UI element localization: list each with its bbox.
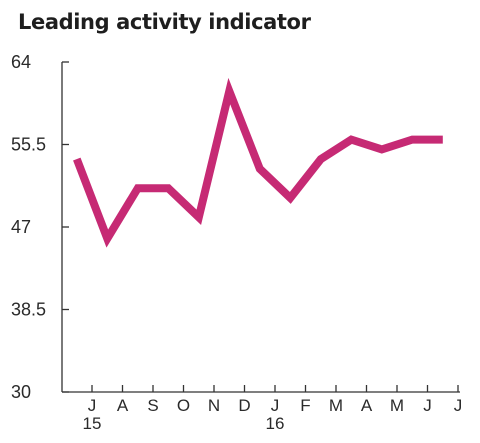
- x-tick-label: M: [329, 396, 343, 415]
- y-tick-label: 30: [11, 382, 31, 402]
- x-tick-label: J: [88, 396, 97, 415]
- chart-title: Leading activity indicator: [18, 10, 311, 34]
- x-tick-label: S: [147, 396, 158, 415]
- x-tick-label: A: [117, 396, 129, 415]
- x-tick-label: M: [390, 396, 404, 415]
- y-tick-label: 47: [11, 217, 31, 237]
- x-tick-year-label: 16: [266, 414, 285, 433]
- y-tick-label: 55.5: [11, 135, 46, 155]
- x-tick-label: J: [271, 396, 280, 415]
- x-tick-label: F: [300, 396, 310, 415]
- y-tick-label: 64: [11, 52, 31, 72]
- x-tick-label: D: [238, 396, 250, 415]
- series-line: [73, 77, 443, 248]
- x-tick-label: J: [454, 396, 463, 415]
- y-tick-label: 38.5: [11, 300, 46, 320]
- x-tick-label: N: [208, 396, 220, 415]
- x-tick-year-label: 15: [83, 414, 102, 433]
- x-tick-label: A: [361, 396, 373, 415]
- x-tick-label: O: [177, 396, 190, 415]
- x-tick-label: J: [423, 396, 432, 415]
